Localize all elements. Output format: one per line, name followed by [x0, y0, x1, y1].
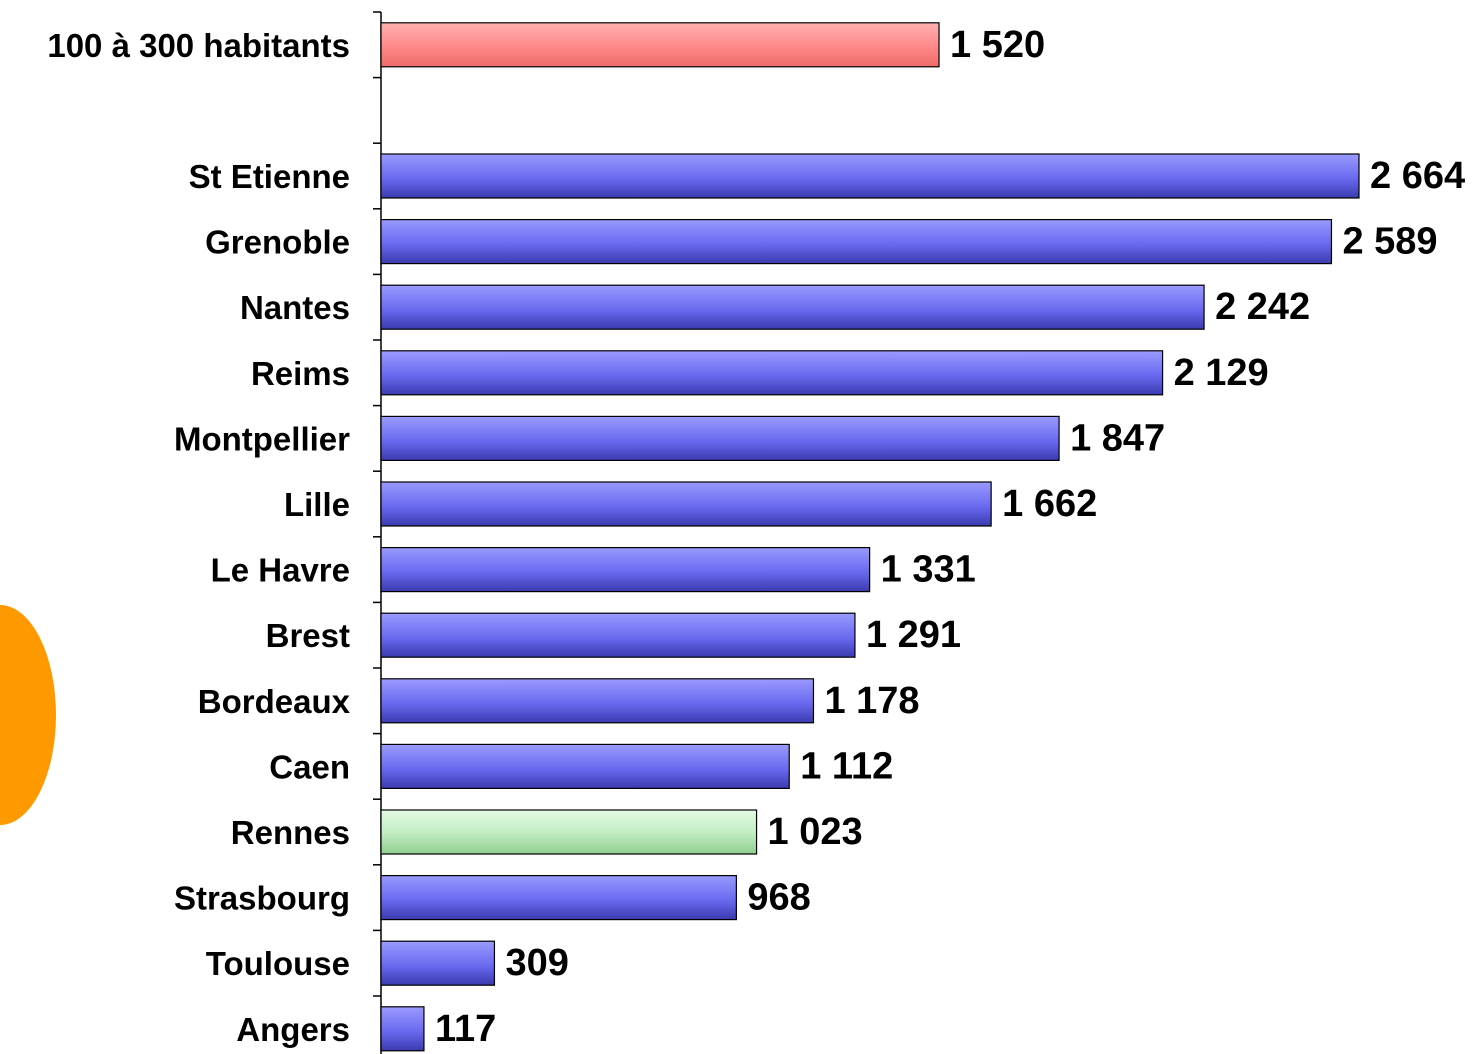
bar: [380, 546, 871, 593]
category-label: Brest: [266, 617, 350, 654]
bars-group: [380, 22, 1360, 1052]
bar: [380, 350, 1164, 396]
bar: [380, 940, 496, 986]
value-label: 1 662: [1002, 483, 1097, 525]
value-label: 1 112: [800, 745, 893, 787]
category-label: Rennes: [231, 814, 350, 851]
category-label: Caen: [269, 748, 350, 785]
bar: [380, 743, 790, 790]
bar: [380, 22, 940, 68]
value-label: 1 847: [1070, 417, 1165, 459]
bar: [380, 1006, 425, 1052]
value-label: 2 664: [1370, 155, 1465, 197]
value-label: 1 520: [950, 24, 1045, 66]
bar: [380, 874, 737, 921]
value-label: 1 331: [881, 549, 976, 591]
value-label: 309: [505, 942, 568, 984]
category-label: Le Havre: [211, 552, 350, 589]
category-label: Toulouse: [206, 945, 350, 982]
bar: [380, 809, 758, 855]
bar: [380, 219, 1333, 265]
bar: [380, 481, 992, 527]
value-label: 1 178: [824, 680, 919, 722]
bar: [380, 153, 1360, 199]
category-label: Nantes: [240, 289, 350, 326]
category-label: 100 à 300 habitants: [47, 27, 350, 64]
category-labels: 100 à 300 habitants St Etienne Grenoble Nan…: [47, 27, 350, 1048]
value-label: 2 242: [1215, 286, 1310, 328]
bar: [380, 284, 1205, 330]
category-label: Lille: [284, 486, 350, 523]
category-label: Strasbourg: [174, 880, 350, 917]
value-label: 968: [747, 877, 810, 919]
value-label: 1 291: [866, 614, 961, 656]
category-label: Montpellier: [174, 420, 350, 457]
value-label: 117: [435, 1008, 496, 1050]
bar: [380, 415, 1060, 461]
category-label: Grenoble: [205, 224, 350, 261]
decorative-orange-shape: [0, 605, 56, 825]
value-label: 2 589: [1342, 221, 1437, 263]
value-label: 2 129: [1174, 352, 1269, 394]
bar: [380, 678, 815, 724]
category-label: Bordeaux: [198, 683, 351, 720]
category-label: St Etienne: [189, 158, 350, 195]
category-label: Angers: [236, 1011, 350, 1048]
value-label: 1 023: [768, 811, 863, 853]
bar: [380, 612, 856, 658]
category-label: Reims: [251, 355, 350, 392]
y-axis-ticks: [373, 11, 381, 997]
